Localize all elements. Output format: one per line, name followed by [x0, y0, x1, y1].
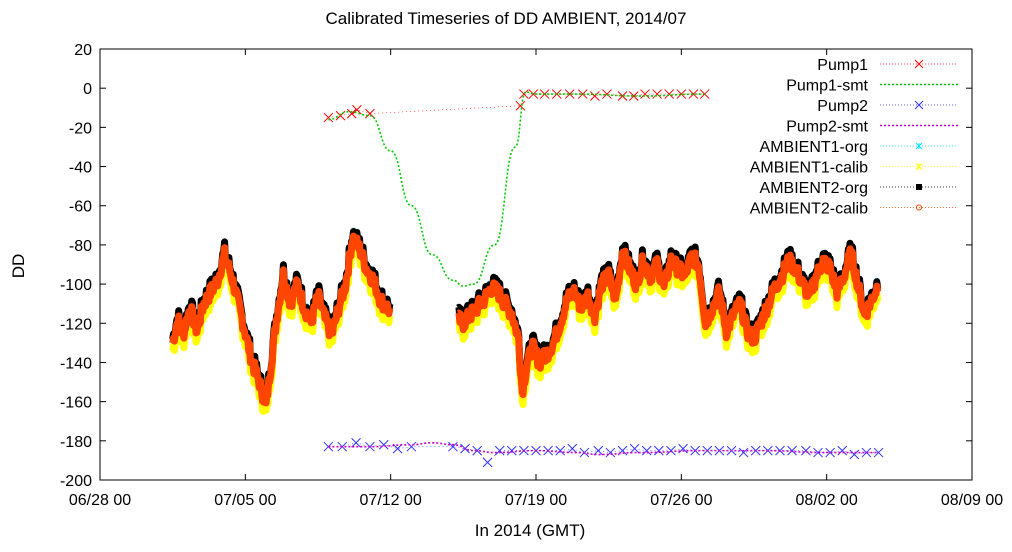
legend-label: Pump1-smt	[786, 78, 868, 95]
legend-marker	[914, 59, 924, 69]
point-pump1	[346, 108, 357, 119]
point-pump2	[448, 441, 458, 452]
point-pump1	[519, 89, 529, 99]
x-tick-label: 07/19 00	[505, 492, 567, 509]
point-pump1	[577, 89, 588, 99]
point-pump2	[482, 457, 493, 468]
legend-marker	[916, 184, 922, 190]
smooth-pump2-smt	[328, 441, 879, 456]
y-tick-label: 0	[83, 81, 92, 98]
legend-label: AMBIENT1-org	[760, 139, 868, 156]
axis-ticks: 06/28 00 07/05 00 07/12 00 07/19 00 07/26 00…	[60, 42, 1003, 509]
ambient2-calib-trace	[169, 232, 882, 407]
y-tick-label: -160	[60, 395, 92, 412]
point-pump1	[323, 112, 334, 123]
y-tick-label: -80	[69, 238, 92, 255]
point-pump2	[494, 445, 505, 456]
chart-title: Calibrated Timeseries of DD AMBIENT, 201…	[326, 9, 687, 28]
point-pump2	[629, 443, 640, 454]
smooth-pump1-smt	[328, 91, 705, 287]
legend-marker	[914, 100, 924, 110]
y-tick-label: -200	[60, 473, 92, 490]
point-pump1	[589, 91, 600, 101]
point-pump1	[515, 100, 526, 111]
y-tick-label: -100	[60, 277, 92, 294]
x-axis-label: In 2014 (GMT)	[475, 521, 586, 540]
legend-label: AMBIENT1-calib	[750, 160, 868, 177]
point-pump1	[365, 108, 375, 119]
y-tick-label: -140	[60, 355, 92, 372]
legend-label: Pump2-smt	[786, 119, 868, 136]
y-axis-label: DD	[9, 254, 28, 279]
x-tick-label: 07/26 00	[650, 492, 712, 509]
point-pump2	[605, 447, 616, 458]
y-tick-label: 20	[74, 42, 92, 59]
pump-series	[323, 89, 884, 468]
x-tick-label: 07/12 00	[360, 492, 422, 509]
x-tick-label: 06/28 00	[69, 492, 131, 509]
legend-marker	[915, 142, 923, 150]
point-pump1	[352, 104, 362, 115]
y-tick-label: -120	[60, 316, 92, 333]
legend: Pump1 Pump1-smt Pump2 Pump2-smt AMBIENT1-org…	[750, 57, 958, 218]
line-pump1	[328, 93, 705, 118]
point-pump1	[602, 89, 612, 99]
legend-marker	[916, 204, 922, 211]
point-pump1	[617, 91, 628, 101]
x-tick-label: 08/02 00	[796, 492, 858, 509]
y-tick-label: -40	[69, 160, 92, 177]
point-pump2	[849, 449, 860, 460]
point-pump2	[738, 447, 749, 458]
legend-label: AMBIENT2-calib	[750, 201, 868, 218]
point-pump2	[593, 445, 604, 456]
point-pump2	[472, 445, 483, 456]
legend-label: Pump2	[817, 98, 868, 115]
y-tick-label: -180	[60, 434, 92, 451]
y-tick-label: -20	[69, 120, 92, 137]
legend-label: AMBIENT2-org	[760, 180, 868, 197]
legend-label: Pump1	[817, 57, 868, 74]
point-pump2	[506, 445, 517, 456]
x-tick-label: 08/09 00	[941, 492, 1003, 509]
y-tick-label: -60	[69, 199, 92, 216]
ambient-series	[169, 227, 882, 415]
x-tick-label: 07/05 00	[214, 492, 276, 509]
legend-marker	[915, 163, 923, 170]
